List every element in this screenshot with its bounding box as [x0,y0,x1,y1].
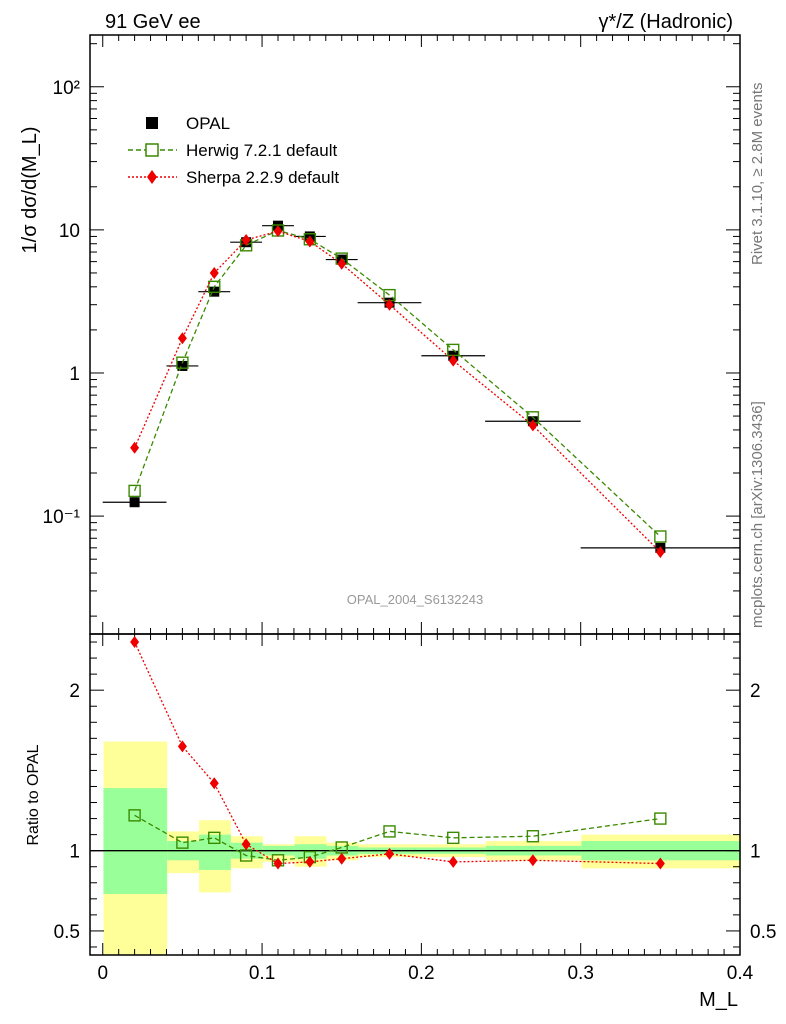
ratio-y-tick-label-right: 1 [750,842,761,863]
herwig-main-point [176,356,189,369]
sherpa-main-point [337,257,347,270]
sherpa-ratio-point [448,855,458,868]
ratio-y-tick-label: 1 [69,842,80,863]
sherpa-main-point [305,235,315,248]
legend-label-herwig: Herwig 7.2.1 default [186,141,337,160]
x-axis-label: M_L [699,989,738,1011]
ratio-y-tick-label-right: 0.5 [750,922,776,943]
sherpa-ratio-point [177,740,187,753]
main-y-axis-label: 1/σ dσ/d(M_L) [19,127,41,254]
main-y-tick-label: 10² [53,78,80,99]
ratio-panel-frame [89,633,741,956]
legend-label-opal: OPAL [186,114,230,133]
sherpa-main-point [655,546,665,559]
sherpa-main-line [134,230,661,553]
opal-point [129,497,140,508]
sherpa-ratio-point [385,847,395,860]
x-tick-label: 0.4 [727,963,754,984]
main-y-tick-label: 10⁻¹ [43,507,81,528]
header-left: 91 GeV ee [105,11,201,33]
sherpa-main-point [130,441,140,454]
legend-marker-opal [146,117,158,129]
sherpa-ratio-point [130,636,140,649]
ratio-y-axis-label: Ratio to OPAL [25,744,42,845]
legend: OPAL Herwig 7.2.1 default Sherpa 2.2.9 d… [128,114,339,187]
herwig-ratio-point [383,825,396,838]
herwig-ratio-point [239,849,253,862]
sherpa-ratio-point [241,838,251,851]
x-tick-label: 0.2 [408,963,434,984]
sherpa-ratio-point [337,852,347,865]
sherpa-main-point [528,419,538,432]
herwig-ratio-point [176,836,189,849]
herwig-ratio-point [526,830,540,843]
x-tick-label: 0 [97,963,108,984]
sherpa-main-point [209,266,219,279]
herwig-ratio-point [128,809,141,822]
sherpa-ratio-point [209,777,219,790]
rivet-label: Rivet 3.1.10, ≥ 2.8M events [749,83,766,266]
herwig-main-point [654,530,667,543]
sherpa-ratio-point [655,857,665,870]
ratio-y-tick-label: 2 [69,681,80,702]
mcplots-label: mcplots.cern.ch [arXiv:1306.3436] [749,401,766,628]
sherpa-ratio-point [305,855,315,868]
herwig-ratio-point [447,831,460,845]
sherpa-main-point [385,298,395,311]
ratio-band-inner [199,834,231,870]
herwig-ratio-point [654,812,667,825]
herwig-ratio-point [335,841,348,854]
sherpa-ratio-point [273,857,283,870]
main-y-tick-label: 10 [59,221,80,242]
header-right: γ*/Z (Hadronic) [599,11,733,33]
legend-label-sherpa: Sherpa 2.2.9 default [186,168,339,187]
herwig-main-point [128,484,141,498]
analysis-watermark: OPAL_2004_S6132243 [347,592,483,607]
herwig-main-point [447,343,460,357]
legend-marker-herwig [145,143,159,157]
legend-marker-sherpa [147,170,157,184]
sherpa-main-point [177,332,187,345]
ratio-y-tick-label-right: 2 [750,681,761,702]
opal-point [177,360,188,371]
sherpa-ratio-point [528,854,538,867]
herwig-main-point [208,280,221,294]
sherpa-main-point [241,233,251,246]
main-y-tick-label: 1 [69,364,80,385]
x-tick-label: 0.1 [249,963,275,984]
herwig-ratio-point [208,831,221,845]
sherpa-main-point [273,225,283,238]
ratio-band-inner [103,788,168,895]
x-tick-label: 0.3 [567,963,593,984]
sherpa-main-point [448,354,458,367]
ratio-y-tick-label: 0.5 [54,922,80,943]
